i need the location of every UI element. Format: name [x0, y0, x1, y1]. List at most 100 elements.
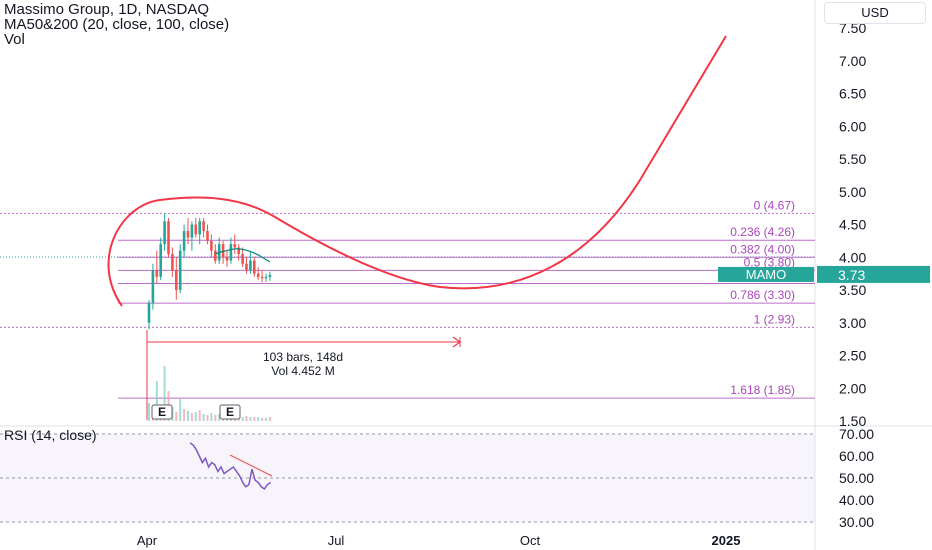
volume-bar — [198, 410, 201, 421]
volume-bar — [183, 409, 186, 421]
candlestick-series[interactable] — [147, 213, 272, 330]
time-axis[interactable]: Apr Jul Oct 2025 — [137, 533, 741, 548]
candle-body — [260, 276, 264, 279]
candle-body — [186, 231, 190, 238]
rsi-trendline — [229, 454, 273, 477]
candle — [171, 247, 174, 277]
volume-bar — [249, 417, 252, 421]
candle — [233, 234, 237, 254]
candle-body — [171, 253, 174, 271]
symbol-badge-label: MAMO — [746, 267, 786, 282]
earnings-marker-box — [151, 404, 173, 420]
candle-body — [221, 244, 225, 258]
price-tick-label: 1.50 — [839, 413, 866, 429]
candle — [147, 299, 151, 330]
volume-bar — [190, 413, 193, 421]
currency-button[interactable]: USD — [824, 2, 926, 24]
price-badge-label: 3.73 — [838, 267, 865, 283]
candle — [155, 250, 159, 284]
earnings-marker-box — [219, 404, 241, 420]
candle — [225, 250, 229, 268]
candle-body — [214, 250, 217, 261]
candle — [178, 244, 182, 294]
price-tick-label: 2.50 — [839, 348, 866, 364]
volume-bar — [261, 418, 264, 421]
candle — [163, 213, 166, 251]
candle — [182, 224, 186, 258]
symbol-title[interactable]: Massimo Group, 1D, NASDAQ — [4, 1, 210, 18]
volume-bar — [265, 418, 267, 421]
moving-average-line[interactable] — [215, 248, 271, 263]
candle — [159, 237, 162, 281]
drawn-curve[interactable] — [107, 35, 727, 307]
candle-body — [163, 221, 166, 245]
price-tick-label: 5.50 — [839, 151, 866, 167]
symbol-badge — [718, 266, 814, 282]
candle — [256, 267, 260, 281]
fib-level-label: 1.618 (1.85) — [730, 383, 795, 397]
earnings-marker-label: E — [158, 405, 166, 419]
volume-bar — [179, 399, 182, 421]
volume-bar — [148, 403, 150, 421]
candle-body — [202, 221, 205, 232]
price-axis[interactable]: 7.50 7.00 6.50 6.00 5.50 5.00 4.50 4.00 3.50 3.00… — [839, 20, 866, 429]
candle — [253, 257, 256, 277]
candle — [186, 217, 190, 245]
rsi-pane[interactable]: RSI (14, close) 70.00 60.00 50.00 40.00 30.00 — [0, 426, 874, 530]
candle — [245, 257, 248, 274]
fibonacci-retracement[interactable]: 0 (4.67) 0.236 (4.26) 0.382 (4.00)0.5 (3.8… — [0, 198, 815, 399]
volume-bar — [175, 412, 178, 421]
candle-body — [241, 253, 244, 264]
fib-level-label: 1 (2.93) — [754, 312, 795, 326]
candle — [237, 244, 240, 261]
candle — [210, 234, 213, 258]
candle-body — [253, 260, 256, 274]
candle-body — [182, 231, 186, 251]
price-tick-label: 5.00 — [839, 184, 866, 200]
volume-bar — [202, 414, 205, 421]
candle-body — [194, 224, 198, 235]
candle-body — [237, 247, 240, 254]
volume-bar — [163, 366, 166, 421]
candle-body — [268, 274, 272, 277]
candle — [221, 240, 225, 264]
time-tick-label: Apr — [137, 533, 158, 548]
candle-body — [198, 221, 201, 235]
candle — [167, 217, 170, 258]
measure-bars-label: 103 bars, 148d — [263, 350, 343, 364]
candle-body — [233, 244, 237, 248]
volume-bar — [210, 413, 213, 421]
fib-level-label: 0.786 (3.30) — [730, 288, 795, 302]
time-tick-label: 2025 — [712, 533, 741, 548]
volume-bar — [241, 417, 244, 421]
volume-bar — [218, 414, 221, 421]
candle-body — [159, 244, 162, 277]
earnings-marker-label: E — [226, 405, 234, 419]
candle — [190, 221, 194, 251]
measure-volume-label: Vol 4.452 M — [271, 364, 334, 378]
price-tick-label: 4.00 — [839, 249, 866, 265]
candle-body — [225, 257, 229, 261]
fib-level-label: 0.382 (4.00) — [730, 242, 795, 256]
candle — [202, 217, 205, 238]
rsi-tick-label: 30.00 — [839, 514, 874, 530]
candle-body — [190, 224, 194, 238]
rsi-tick-label: 50.00 — [839, 470, 874, 486]
volume-bar — [253, 417, 256, 421]
candle — [198, 217, 201, 245]
price-tick-label: 4.50 — [839, 217, 866, 233]
time-tick-label: Oct — [520, 533, 541, 548]
candle-body — [206, 231, 209, 241]
candle-body — [178, 250, 182, 290]
price-badge — [817, 265, 930, 283]
ma-indicator-label[interactable]: MA50&200 (20, close, 100, close) — [4, 16, 230, 33]
candle-body — [167, 221, 170, 254]
fib-level-label: 0 (4.67) — [754, 198, 795, 212]
candle — [260, 270, 264, 283]
volume-indicator-label[interactable]: Vol — [4, 31, 25, 48]
volume-bar — [257, 417, 260, 421]
rsi-tick-label: 60.00 — [839, 448, 874, 464]
